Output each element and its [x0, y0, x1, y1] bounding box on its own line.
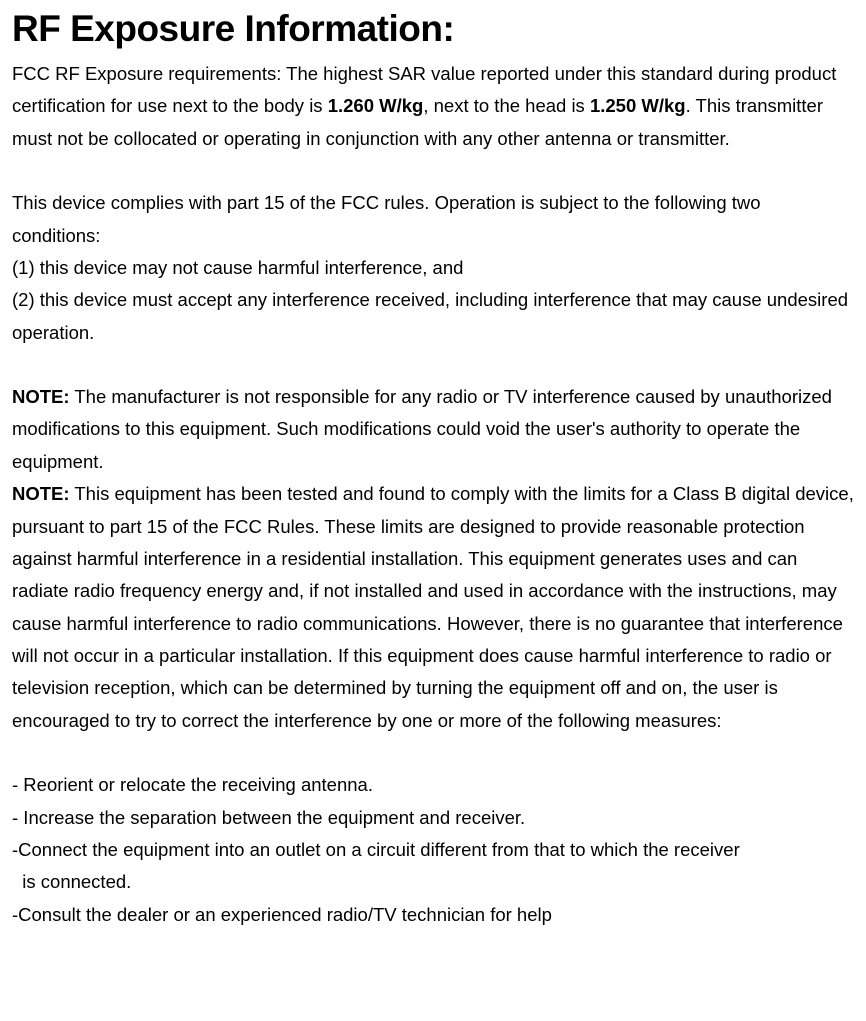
note-label: NOTE:: [12, 386, 70, 407]
measure-item-1: - Reorient or relocate the receiving ant…: [12, 769, 854, 801]
sar-paragraph: FCC RF Exposure requirements: The highes…: [12, 58, 854, 155]
condition-1: (1) this device may not cause harmful in…: [12, 252, 854, 284]
spacer: [12, 349, 854, 381]
text-segment: , next to the head is: [423, 95, 590, 116]
measure-item-4: -Consult the dealer or an experienced ra…: [12, 899, 854, 931]
note-text: The manufacturer is not responsible for …: [12, 386, 832, 472]
condition-2: (2) this device must accept any interfer…: [12, 284, 854, 349]
measure-item-3-line1: -Connect the equipment into an outlet on…: [12, 834, 854, 866]
spacer: [12, 155, 854, 187]
note-1: NOTE: The manufacturer is not responsibl…: [12, 381, 854, 478]
compliance-intro: This device complies with part 15 of the…: [12, 187, 854, 252]
spacer: [12, 737, 854, 769]
sar-head-value: 1.250 W/kg: [590, 95, 686, 116]
measure-item-3-line2: is connected.: [12, 866, 854, 898]
note-2: NOTE: This equipment has been tested and…: [12, 478, 854, 737]
measure-item-2: - Increase the separation between the eq…: [12, 802, 854, 834]
sar-body-value: 1.260 W/kg: [328, 95, 424, 116]
note-text: This equipment has been tested and found…: [12, 483, 854, 731]
note-label: NOTE:: [12, 483, 70, 504]
page-title: RF Exposure Information:: [12, 8, 854, 50]
